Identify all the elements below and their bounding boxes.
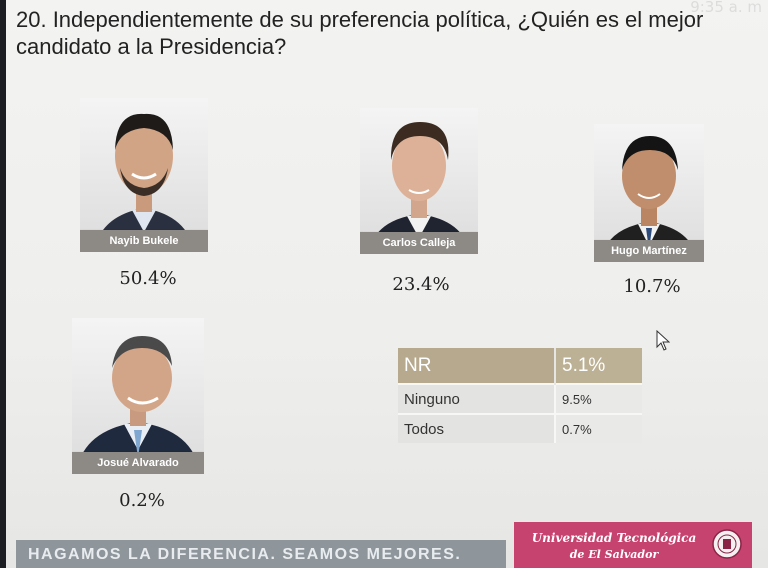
mouse-pointer-icon [656,330,670,351]
candidate-percentage: 0.2% [119,490,165,511]
question-title: 20. Independientemente de su preferencia… [16,7,704,59]
candidate-name-tag: Carlos Calleja [360,232,478,254]
table-row: Ninguno 9.5% [398,383,642,414]
candidate-card-bukele: Nayib Bukele [80,98,208,252]
candidate-name-tag: Josué Alvarado [72,452,204,474]
candidate-percentage: 50.4% [119,268,177,289]
university-subtitle: de El Salvador [569,548,659,561]
candidate-percentage: 10.7% [623,276,681,297]
table-header-row: NR 5.1% [398,348,642,384]
table-cell-label: NR [398,348,555,384]
person-portrait-icon [94,113,194,252]
university-name: Universidad Tecnológica [531,531,697,545]
other-responses-table: NR 5.1% Ninguno 9.5% Todos 0.7% [398,348,642,443]
table-row: Todos 0.7% [398,413,642,443]
candidate-card-calleja: Carlos Calleja [360,108,478,254]
university-logo: Universidad Tecnológica de El Salvador [514,522,752,568]
candidate-photo: Josué Alvarado [72,318,204,474]
table-cell-label: Ninguno [398,383,555,414]
candidate-photo: Nayib Bukele [80,98,208,252]
candidate-name-tag: Hugo Martínez [594,240,704,262]
candidate-card-martinez: Hugo Martínez [594,124,704,262]
university-seal-icon [712,529,742,559]
slogan-banner: HAGAMOS LA DIFERENCIA. SEAMOS MEJORES. [16,540,506,568]
candidate-photo: Hugo Martínez [594,124,704,262]
person-portrait-icon [76,336,200,474]
candidate-photo: Carlos Calleja [360,108,478,254]
table-cell-label: Todos [398,413,555,443]
table-cell-value: 0.7% [554,413,642,443]
candidate-card-alvarado: Josué Alvarado [72,318,204,474]
candidate-percentage: 23.4% [392,274,450,295]
table-cell-value: 9.5% [554,383,642,414]
clock-overlay: 9:35 a. m [690,0,762,16]
candidate-name-tag: Nayib Bukele [80,230,208,252]
presentation-slide: 9:35 a. m 20. Independientemente de su p… [6,0,768,568]
table-cell-value: 5.1% [554,348,642,384]
